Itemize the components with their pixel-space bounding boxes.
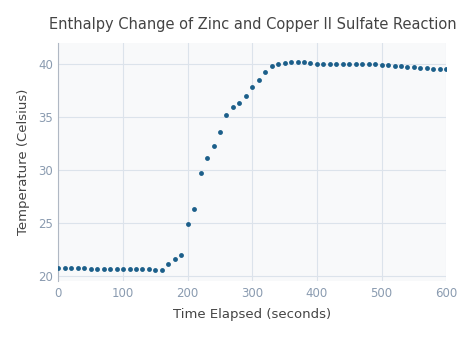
Point: [139, 266, 146, 271]
Point: [158, 267, 165, 272]
Point: [55, 265, 62, 270]
Point: [184, 221, 191, 227]
Point: [365, 61, 373, 67]
Point: [436, 66, 444, 72]
Point: [378, 62, 385, 68]
Point: [229, 105, 237, 110]
Point: [410, 64, 418, 70]
Y-axis label: Temperature (Celsius): Temperature (Celsius): [17, 89, 30, 235]
Point: [81, 265, 88, 270]
Point: [145, 266, 153, 271]
Point: [319, 61, 327, 67]
Point: [74, 265, 82, 270]
Point: [358, 61, 366, 67]
Point: [371, 61, 379, 67]
Point: [197, 170, 204, 176]
Title: Enthalpy Change of Zinc and Copper II Sulfate Reaction: Enthalpy Change of Zinc and Copper II Su…: [48, 17, 456, 32]
Point: [397, 63, 405, 69]
Point: [346, 61, 353, 67]
Point: [100, 266, 108, 271]
Point: [191, 207, 198, 212]
Point: [300, 59, 308, 64]
Point: [152, 267, 159, 272]
Point: [339, 61, 346, 67]
Point: [307, 60, 314, 66]
Point: [262, 70, 269, 75]
Point: [61, 265, 69, 270]
Point: [274, 61, 282, 67]
Point: [171, 257, 179, 262]
Point: [68, 265, 75, 270]
Point: [242, 93, 250, 98]
Point: [294, 59, 301, 64]
Point: [177, 252, 185, 258]
Point: [223, 112, 230, 118]
Point: [93, 266, 101, 271]
Point: [119, 266, 127, 271]
Point: [113, 266, 120, 271]
Point: [203, 155, 211, 161]
Point: [391, 63, 398, 69]
Point: [236, 100, 243, 106]
Point: [326, 61, 334, 67]
Point: [164, 262, 172, 267]
Point: [126, 266, 133, 271]
Point: [417, 65, 424, 71]
Point: [216, 129, 224, 135]
Point: [423, 65, 430, 71]
Point: [248, 84, 256, 90]
Point: [313, 61, 321, 67]
Point: [442, 66, 450, 72]
Point: [404, 64, 411, 70]
Point: [287, 59, 295, 64]
Point: [87, 266, 94, 271]
Point: [132, 266, 140, 271]
X-axis label: Time Elapsed (seconds): Time Elapsed (seconds): [173, 308, 331, 321]
Point: [333, 61, 340, 67]
Point: [352, 61, 359, 67]
Point: [268, 63, 275, 69]
Point: [384, 62, 392, 68]
Point: [255, 77, 263, 82]
Point: [281, 60, 288, 66]
Point: [429, 66, 437, 72]
Point: [210, 143, 218, 148]
Point: [106, 266, 114, 271]
